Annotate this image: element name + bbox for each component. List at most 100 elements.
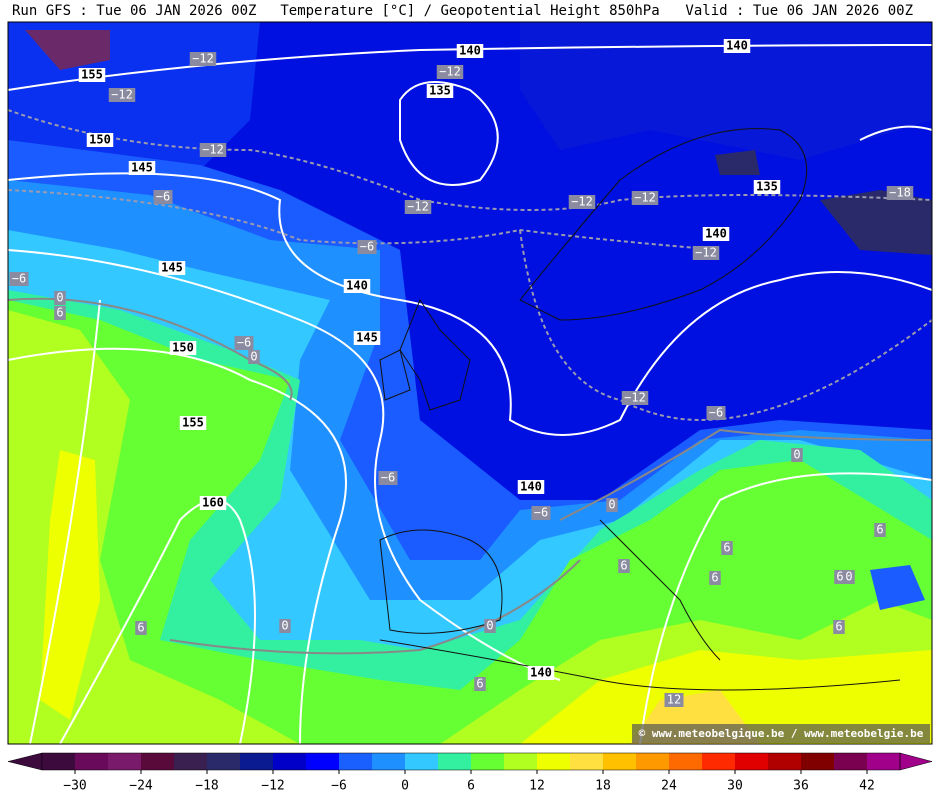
colorbar-label: 6 <box>467 779 475 794</box>
label-box <box>664 693 684 707</box>
label-box <box>357 240 377 254</box>
colorbar-segment <box>801 753 834 770</box>
label-box <box>189 52 217 66</box>
label-box <box>343 279 371 293</box>
colorbar-segment <box>867 753 900 770</box>
label-box <box>108 88 136 102</box>
temperature-label: −12 <box>634 191 656 205</box>
colorbar-segment <box>735 753 768 770</box>
temperature-label: −12 <box>202 143 224 157</box>
label-box <box>78 68 106 82</box>
height-label: 150 <box>172 341 194 355</box>
colorbar-segment <box>141 753 174 770</box>
contour-labels: 140 140 135 155 150 145 135 140 145 140 145 150 155 1… <box>9 39 914 707</box>
temperature-label: 0 <box>56 291 63 305</box>
colorbar-segment <box>636 753 669 770</box>
label-box <box>404 200 432 214</box>
label-box <box>517 480 545 494</box>
temperature-label: 6 <box>723 541 730 555</box>
label-box <box>248 350 260 364</box>
temperature-label: 0 <box>250 350 257 364</box>
label-box <box>709 571 721 585</box>
label-box <box>353 331 381 345</box>
temperature-label: 6 <box>56 306 63 320</box>
colorbar-segment <box>174 753 207 770</box>
label-box <box>158 261 186 275</box>
label-box <box>279 619 291 633</box>
height-label: 140 <box>705 227 727 241</box>
colorbar-label: 24 <box>661 779 677 794</box>
colorbar-segment <box>273 753 306 770</box>
colorbar-segment <box>339 753 372 770</box>
colorbar-segment <box>372 753 405 770</box>
label-box <box>169 341 197 355</box>
map-field <box>7 22 933 745</box>
height-label: 145 <box>131 161 153 175</box>
label-box <box>721 541 733 555</box>
map-title: Temperature [°C] / Geopotential Height 8… <box>280 3 659 19</box>
temperature-label: −12 <box>192 52 214 66</box>
temperature-label: 0 <box>845 570 852 584</box>
label-box <box>179 416 207 430</box>
label-box <box>886 186 914 200</box>
height-label: 150 <box>89 133 111 147</box>
height-label: 145 <box>356 331 378 345</box>
label-box <box>834 570 846 584</box>
colorbar-arrow <box>7 752 43 771</box>
height-label: 155 <box>81 68 103 82</box>
temperature-label: 6 <box>620 559 627 573</box>
temperature-label: −12 <box>571 195 593 209</box>
height-label: 135 <box>429 84 451 98</box>
temperature-label: −12 <box>695 246 717 260</box>
label-box <box>753 180 781 194</box>
temperature-label: −6 <box>381 471 395 485</box>
label-box <box>199 496 227 510</box>
label-box <box>791 448 803 462</box>
temperature-label: −12 <box>407 200 429 214</box>
height-label: 140 <box>530 666 552 680</box>
label-box <box>54 306 66 320</box>
label-box <box>568 195 596 209</box>
watermark-bg <box>632 724 930 743</box>
colorbar-segment <box>834 753 867 770</box>
temperature-label: 6 <box>711 571 718 585</box>
temperature-label: 6 <box>137 621 144 635</box>
temperature-label: 0 <box>793 448 800 462</box>
label-box <box>128 161 156 175</box>
label-box <box>199 143 227 157</box>
height-label: 140 <box>520 480 542 494</box>
label-box <box>606 498 618 512</box>
label-box <box>843 570 855 584</box>
colorbar-label: −18 <box>195 779 218 794</box>
temperature-label: −6 <box>709 406 723 420</box>
colorbar-segment <box>108 753 141 770</box>
temperature-label: −12 <box>111 88 133 102</box>
temperature-label: 0 <box>281 619 288 633</box>
colorbar-segment <box>306 753 339 770</box>
height-label: 145 <box>161 261 183 275</box>
colorbar-label: 0 <box>401 779 409 794</box>
colorbar-segment <box>537 753 570 770</box>
height-label: 160 <box>202 496 224 510</box>
label-box <box>234 336 254 350</box>
colorbar-segment <box>669 753 702 770</box>
label-box <box>86 133 114 147</box>
temperature-label: −12 <box>439 65 461 79</box>
label-box <box>378 471 398 485</box>
temperature-label: −6 <box>12 272 26 286</box>
temperature-label: 6 <box>835 620 842 634</box>
label-box <box>702 227 730 241</box>
label-box <box>484 619 496 633</box>
temperature-label: −6 <box>534 506 548 520</box>
label-box <box>692 246 720 260</box>
temperature-label: −6 <box>156 190 170 204</box>
label-box <box>723 39 751 53</box>
label-box <box>631 191 659 205</box>
label-box <box>833 620 845 634</box>
colorbar-segment <box>405 753 438 770</box>
temperature-label: 6 <box>476 677 483 691</box>
temperature-label: −6 <box>360 240 374 254</box>
label-box <box>54 291 66 305</box>
temperature-label: −6 <box>237 336 251 350</box>
